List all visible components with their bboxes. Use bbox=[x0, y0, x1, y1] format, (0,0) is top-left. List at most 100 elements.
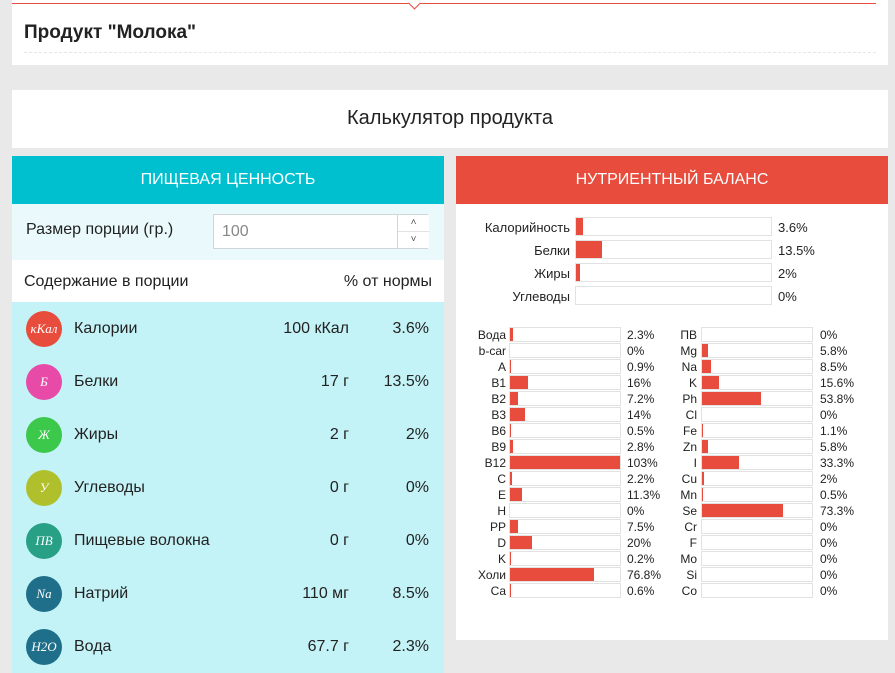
minerals-label: ПВ bbox=[680, 328, 697, 342]
portion-input[interactable] bbox=[213, 214, 428, 249]
vitamins-percent: 0% bbox=[627, 504, 645, 518]
vitamins-percent: 0.2% bbox=[627, 552, 655, 566]
macro-bar bbox=[575, 240, 772, 259]
nutrient-name: Пищевые волокна bbox=[74, 532, 210, 549]
minerals-bar bbox=[701, 519, 813, 534]
vitamins-bar bbox=[509, 455, 621, 470]
vitamins-percent: 103% bbox=[627, 456, 658, 470]
norm-label: % от нормы bbox=[343, 273, 432, 290]
vitamins-bar bbox=[509, 471, 621, 486]
top-divider bbox=[12, 3, 876, 4]
macro-label: Углеводы bbox=[512, 289, 570, 304]
nutrient-amount: 0 г bbox=[329, 479, 349, 496]
minerals-label: Ph bbox=[682, 392, 697, 406]
vitamins-percent: 76.8% bbox=[627, 568, 662, 582]
nutrition-panel: ПИЩЕВАЯ ЦЕННОСТЬ Размер порции (гр.) ˄ ˅… bbox=[12, 156, 444, 673]
vitamins-percent: 7.2% bbox=[627, 392, 655, 406]
calculator-card: Калькулятор продукта bbox=[12, 90, 888, 148]
macro-label: Жиры bbox=[534, 266, 570, 281]
calculator-title: Калькулятор продукта bbox=[347, 107, 553, 129]
stepper-down-icon[interactable]: ˅ bbox=[410, 234, 417, 245]
vitamins-label: H bbox=[497, 504, 506, 518]
minerals-percent: 0% bbox=[820, 408, 838, 422]
vitamins-label: b-car bbox=[478, 344, 506, 358]
vitamins-bar-fill bbox=[510, 392, 518, 405]
vitamins-label: A bbox=[497, 360, 506, 374]
nutrient-icon: Na bbox=[26, 576, 62, 612]
minerals-label: Na bbox=[681, 360, 697, 374]
vitamins-bar bbox=[509, 423, 621, 438]
nutrient-amount: 110 мг bbox=[302, 585, 349, 602]
vitamins-bar bbox=[509, 487, 621, 502]
minerals-percent: 73.3% bbox=[820, 504, 855, 518]
minerals-label: Mn bbox=[680, 488, 697, 502]
macro-bar bbox=[575, 217, 772, 236]
portion-stepper[interactable]: ˄ ˅ bbox=[397, 215, 429, 248]
minerals-bar-fill bbox=[702, 488, 703, 501]
minerals-percent: 53.8% bbox=[820, 392, 855, 406]
minerals-percent: 33.3% bbox=[820, 456, 855, 470]
vitamins-label: K bbox=[497, 552, 506, 566]
balance-panel: НУТРИЕНТНЫЙ БАЛАНС Калорийность 3.6% Белки… bbox=[456, 156, 888, 640]
nutrient-amount: 0 г bbox=[329, 532, 349, 549]
minerals-percent: 5.8% bbox=[820, 440, 848, 454]
minerals-label: Fe bbox=[682, 424, 697, 438]
nutrient-percent: 2% bbox=[405, 426, 429, 443]
macro-balance-row: Белки 13.5% bbox=[456, 240, 888, 263]
minerals-bar bbox=[701, 359, 813, 374]
minerals-percent: 0.5% bbox=[820, 488, 848, 502]
macro-percent: 0% bbox=[778, 289, 797, 304]
minerals-percent: 0% bbox=[820, 568, 838, 582]
vitamins-bar-fill bbox=[510, 376, 528, 389]
vitamins-label: B2 bbox=[491, 392, 506, 406]
minerals-label: I bbox=[693, 456, 697, 470]
minerals-label: Co bbox=[681, 584, 697, 598]
minerals-bar-fill bbox=[702, 360, 712, 373]
minerals-label: Si bbox=[686, 568, 697, 582]
minerals-percent: 0% bbox=[820, 520, 838, 534]
minerals-bar-fill bbox=[702, 456, 739, 469]
vitamins-label: B9 bbox=[491, 440, 506, 454]
minerals-percent: 1.1% bbox=[820, 424, 848, 438]
minerals-label: F bbox=[689, 536, 697, 550]
vitamins-bar-fill bbox=[510, 440, 514, 453]
vitamins-label: B3 bbox=[491, 408, 506, 422]
vitamins-label: E bbox=[497, 488, 506, 502]
minerals-bar bbox=[701, 487, 813, 502]
vitamins-label: B1 bbox=[491, 376, 506, 390]
minerals-percent: 8.5% bbox=[820, 360, 848, 374]
vitamins-percent: 2.8% bbox=[627, 440, 655, 454]
nutrient-row: У Углеводы 0 г 0% bbox=[12, 461, 444, 514]
vitamins-bar bbox=[509, 327, 621, 342]
minerals-percent: 0% bbox=[820, 328, 838, 342]
stepper-up-icon[interactable]: ˄ bbox=[398, 215, 429, 232]
minerals-bar bbox=[701, 583, 813, 598]
vitamins-bar bbox=[509, 439, 621, 454]
vitamins-label: Вода bbox=[477, 328, 506, 342]
vitamins-percent: 2.3% bbox=[627, 328, 655, 342]
nutrition-header: ПИЩЕВАЯ ЦЕННОСТЬ bbox=[12, 156, 444, 204]
minerals-bar bbox=[701, 407, 813, 422]
nutrient-list: кКал Калории 100 кКал 3.6% Б Белки 17 г 13.5% Ж Ж… bbox=[12, 302, 444, 673]
macro-label: Калорийность bbox=[484, 220, 570, 235]
macro-bar bbox=[575, 286, 772, 305]
minerals-label: K bbox=[688, 376, 697, 390]
vitamins-bar-fill bbox=[510, 520, 519, 533]
minerals-label: Cr bbox=[684, 520, 697, 534]
minerals-bar bbox=[701, 567, 813, 582]
macro-balance-row: Углеводы 0% bbox=[456, 286, 888, 309]
vitamins-bar bbox=[509, 519, 621, 534]
vitamins-percent: 0.9% bbox=[627, 360, 655, 374]
nutrient-row: H2O Вода 67.7 г 2.3% bbox=[12, 620, 444, 673]
nutrient-name: Углеводы bbox=[74, 479, 145, 496]
portion-row: Размер порции (гр.) ˄ ˅ bbox=[12, 204, 444, 260]
minerals-bar bbox=[701, 423, 813, 438]
minerals-bar-fill bbox=[702, 504, 783, 517]
nutrient-name: Калории bbox=[74, 320, 138, 337]
vitamins-bar bbox=[509, 503, 621, 518]
nutrient-amount: 17 г bbox=[320, 373, 349, 390]
minerals-bar bbox=[701, 375, 813, 390]
minerals-label: Se bbox=[682, 504, 697, 518]
vitamins-label: B6 bbox=[491, 424, 506, 438]
minerals-percent: 0% bbox=[820, 584, 838, 598]
